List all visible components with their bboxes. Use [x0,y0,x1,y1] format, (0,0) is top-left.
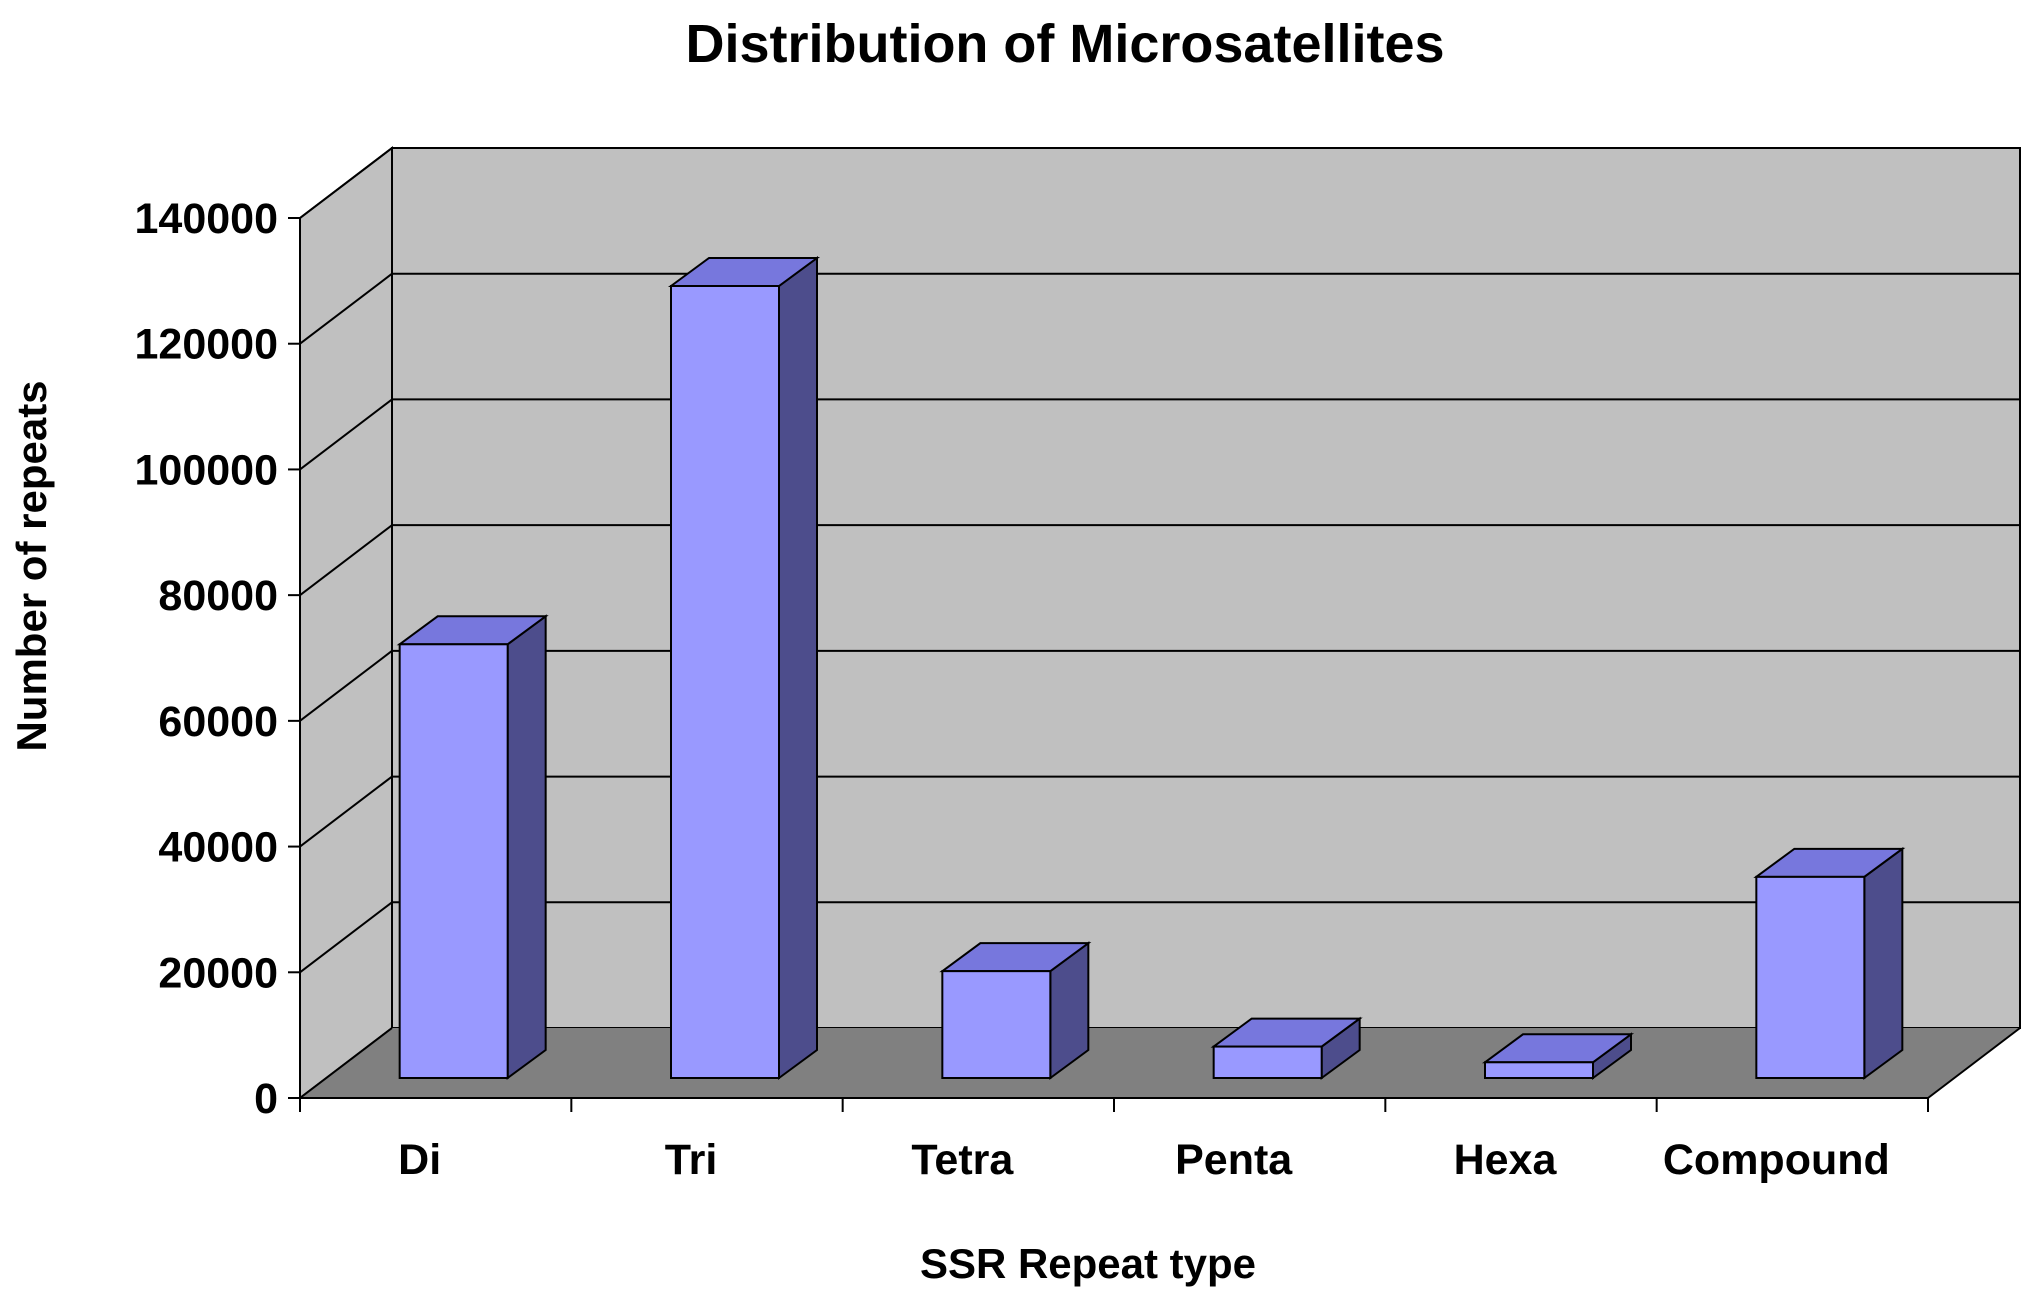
floor-edge [1927,1027,2021,1099]
bar-hexa [1481,1032,1635,1080]
x-category-label: Penta [1175,1136,1293,1184]
y-tick-label: 80000 [158,572,278,620]
bar-front-face [1484,1061,1594,1080]
gridline-side [299,1027,393,1099]
gridline-side [299,650,393,722]
y-tick-label: 60000 [158,698,278,746]
bar-compound [1753,846,1906,1080]
side-wall [299,145,393,1101]
chart-title: Distribution of Microsatellites [685,14,1444,74]
y-tick-label: 40000 [158,824,278,872]
x-category-labels: Di Tri Tetra Penta Hexa Compound [398,1136,1890,1184]
x-category-label: Hexa [1454,1136,1558,1184]
gridlines [299,147,2020,1099]
bar-front-face [1755,875,1866,1079]
gridline-side [299,524,393,596]
y-tick-label: 0 [254,1075,278,1123]
bars [396,256,1906,1080]
gridline-side [299,147,393,219]
bar-penta [1210,1016,1363,1080]
bar-side-face [1863,846,1904,1080]
y-tick-label: 100000 [135,446,279,494]
x-category-label: Tetra [911,1136,1014,1184]
gridline-side [299,775,393,848]
x-category-label: Compound [1663,1136,1890,1184]
y-tick-label: 140000 [135,195,279,243]
bar-side-face [778,256,818,1080]
bar-front-face [670,285,780,1079]
y-axis-title: Number of repeats [8,380,55,751]
bar-front-face [941,970,1052,1080]
bar-side-face [506,614,547,1080]
gridline-side [299,398,393,471]
y-tick-label: 120000 [135,321,279,369]
bar-tetra [939,941,1092,1080]
bar-tri [667,256,821,1080]
bar-di [396,614,549,1080]
gridline-side [299,272,393,345]
bar-front-face [1212,1045,1323,1079]
y-tick-label: 20000 [158,949,278,997]
bar-front-face [398,643,509,1079]
x-category-label: Di [398,1136,441,1184]
x-category-label: Tri [665,1136,718,1184]
y-tick-labels: 0 20000 40000 60000 80000 100000 120000 140000 [135,195,279,1123]
axes [288,217,2021,1112]
x-axis-title: SSR Repeat type [920,1240,1256,1287]
gridline-side [299,901,393,974]
